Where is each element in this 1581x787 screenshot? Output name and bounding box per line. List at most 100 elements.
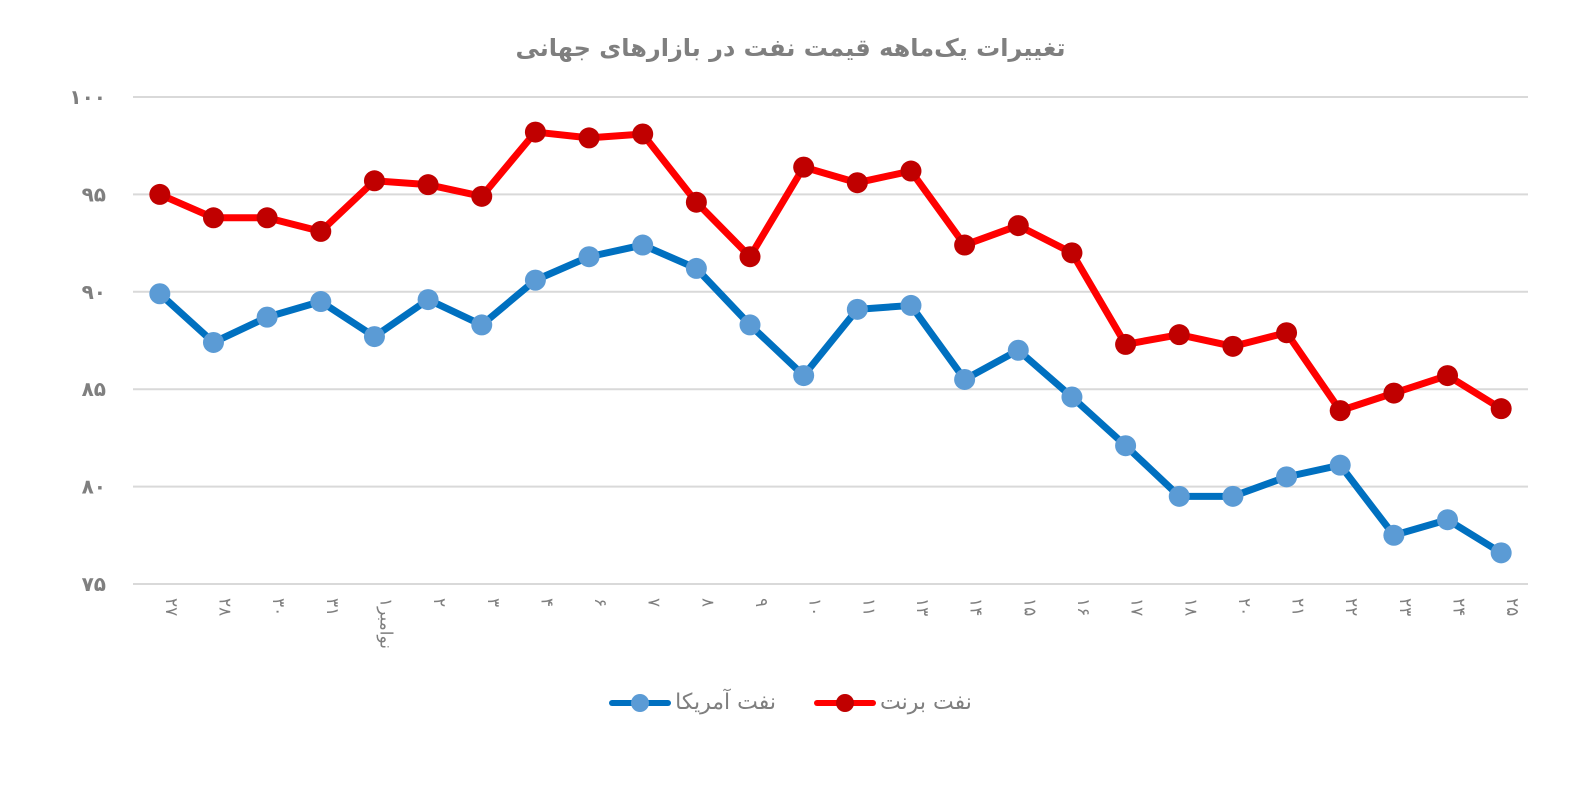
data-point-marker[interactable] (310, 291, 332, 313)
data-point-marker[interactable] (471, 185, 493, 207)
y-axis-labels: ۱۰۰ ۹۵ ۹۰ ۸۵ ۸۰ ۷۵ (69, 85, 106, 596)
data-point-marker[interactable] (793, 156, 815, 178)
x-tick-label: ۹ (751, 598, 771, 607)
data-point-marker[interactable] (1168, 324, 1190, 346)
data-point-marker[interactable] (739, 314, 761, 336)
y-tick-label: ۹۵ (82, 182, 106, 206)
data-point-marker[interactable] (202, 331, 224, 353)
data-point-marker[interactable] (363, 170, 385, 192)
data-point-marker[interactable] (900, 294, 922, 316)
legend-item-wti[interactable]: نفت آمریکا (609, 690, 776, 715)
y-tick-label: ۹۰ (82, 280, 106, 304)
data-point-marker[interactable] (256, 306, 278, 328)
data-point-marker[interactable] (417, 174, 439, 196)
data-point-marker[interactable] (685, 191, 707, 213)
chart-title: تغییرات یک‌ماهه قیمت نفت در بازارهای جها… (515, 34, 1066, 62)
data-point-marker[interactable] (793, 365, 815, 387)
data-point-marker[interactable] (1061, 386, 1083, 408)
data-point-marker[interactable] (1437, 509, 1459, 531)
y-tick-label: ۸۰ (82, 475, 106, 499)
data-point-marker[interactable] (1329, 400, 1351, 422)
data-point-marker[interactable] (1490, 398, 1512, 420)
data-point-marker[interactable] (739, 246, 761, 268)
data-point-marker[interactable] (578, 127, 600, 149)
x-tick-label: ۲۴ (1449, 598, 1469, 616)
x-tick-label: ۱۳ (912, 598, 932, 616)
gridlines (133, 96, 1528, 585)
x-tick-label: ۱۵ (1019, 598, 1039, 616)
data-point-marker[interactable] (632, 123, 654, 145)
x-tick-label: ۲۵ (1502, 598, 1522, 616)
x-tick-label: ۱۱ (858, 598, 878, 616)
x-tick-label: ۳۱ (322, 598, 342, 616)
data-point-marker[interactable] (954, 368, 976, 390)
data-point-marker[interactable] (1329, 454, 1351, 476)
data-point-marker[interactable] (149, 183, 171, 205)
x-tick-label: ۱۸ (1180, 598, 1200, 616)
x-tick-label: ۲۳ (1395, 598, 1415, 616)
data-point-marker[interactable] (900, 160, 922, 182)
x-tick-label: ۱۷ (1127, 598, 1147, 616)
data-point-marker[interactable] (1437, 365, 1459, 387)
data-point-marker[interactable] (632, 234, 654, 256)
legend: نفت برنت نفت آمریکا (0, 690, 1581, 715)
series-brent (149, 121, 1512, 422)
data-point-marker[interactable] (1490, 542, 1512, 564)
x-tick-label: ۲ (429, 598, 449, 607)
x-tick-label: ۲۲ (1341, 598, 1361, 616)
data-point-marker[interactable] (363, 326, 385, 348)
data-point-marker[interactable] (1115, 333, 1137, 355)
x-tick-label: ۲۱ (1288, 598, 1308, 616)
data-point-marker[interactable] (149, 283, 171, 305)
x-tick-label: ۲۷ (161, 598, 181, 616)
data-point-marker[interactable] (310, 220, 332, 242)
data-point-marker[interactable] (1007, 215, 1029, 237)
legend-label-brent: نفت برنت (880, 690, 972, 715)
x-tick-label: ۷ (644, 598, 664, 607)
series-group (149, 121, 1512, 564)
data-point-marker[interactable] (685, 257, 707, 279)
data-point-marker[interactable] (1222, 485, 1244, 507)
x-tick-label: ۱۶ (1073, 598, 1093, 616)
data-point-marker[interactable] (1383, 382, 1405, 404)
x-tick-label: ۱۴ (966, 598, 986, 616)
x-tick-label: ۸ (697, 598, 717, 607)
data-point-marker[interactable] (524, 269, 546, 291)
brent-line-marker-icon (814, 693, 877, 713)
data-point-marker[interactable] (1168, 485, 1190, 507)
x-tick-label: ۱۰ (805, 598, 825, 616)
series-line (156, 128, 1505, 415)
y-tick-label: ۸۵ (82, 377, 106, 401)
x-tick-label: ۳ (483, 598, 503, 607)
x-tick-label: ۲۰ (1234, 598, 1254, 616)
data-point-marker[interactable] (417, 289, 439, 311)
y-tick-label: ۷۵ (82, 572, 106, 596)
data-point-marker[interactable] (256, 207, 278, 229)
series-wti (149, 234, 1512, 564)
legend-item-brent[interactable]: نفت برنت (814, 690, 972, 715)
data-point-marker[interactable] (202, 207, 224, 229)
x-tick-label: ۲۸ (214, 598, 234, 616)
data-point-marker[interactable] (1383, 524, 1405, 546)
x-tick-label: ۴ (536, 598, 556, 607)
y-tick-label: ۱۰۰ (69, 85, 106, 109)
data-point-marker[interactable] (1061, 242, 1083, 264)
data-point-marker[interactable] (1276, 466, 1298, 488)
data-point-marker[interactable] (471, 314, 493, 336)
data-point-marker[interactable] (1276, 322, 1298, 344)
data-point-marker[interactable] (846, 298, 868, 320)
data-point-marker[interactable] (1222, 335, 1244, 357)
legend-label-wti: نفت آمریکا (675, 690, 777, 715)
data-point-marker[interactable] (578, 246, 600, 268)
x-tick-label: ۶ (590, 598, 610, 607)
x-tick-label: ۱نوامبر (375, 598, 395, 649)
data-point-marker[interactable] (1007, 339, 1029, 361)
data-point-marker[interactable] (524, 121, 546, 143)
data-point-marker[interactable] (1115, 435, 1137, 457)
x-tick-label: ۳۰ (268, 598, 288, 616)
data-point-marker[interactable] (846, 172, 868, 194)
wti-line-marker-icon (609, 693, 672, 713)
data-point-marker[interactable] (954, 234, 976, 256)
